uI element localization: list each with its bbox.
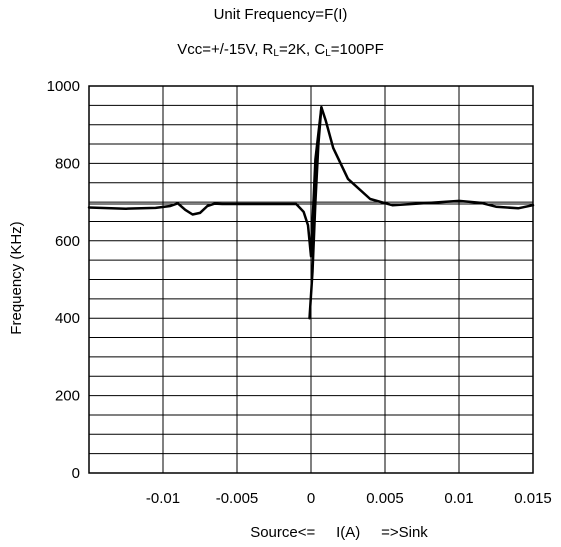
- subtitle-part: Vcc=+/-15V, R: [177, 41, 274, 58]
- subtitle-subscript: L: [273, 48, 279, 59]
- y-tick-labels: 0 200 400 600 800 1000: [47, 78, 80, 482]
- x-tick-label: 0.01: [444, 490, 473, 507]
- x-tick-label: -0.01: [146, 490, 180, 507]
- series-group: [87, 106, 535, 320]
- subtitle-subscript: L: [325, 48, 331, 59]
- x-tick-label: 0.005: [366, 490, 404, 507]
- y-tick-label: 1000: [47, 78, 80, 95]
- chart-title: Unit Frequency=F(I): [213, 6, 348, 23]
- x-axis-label: Source<= I(A) =>Sink: [250, 524, 428, 541]
- y-tick-label: 200: [55, 388, 80, 405]
- series-line: [87, 106, 535, 258]
- x-tick-labels: -0.01 -0.005 0 0.005 0.01 0.015: [146, 490, 552, 507]
- y-tick-label: 400: [55, 310, 80, 327]
- plot-frame: [88, 85, 534, 474]
- x-tick-label: -0.005: [216, 490, 259, 507]
- y-tick-label: 0: [72, 465, 80, 482]
- y-tick-label: 600: [55, 233, 80, 250]
- subtitle-part: =2K, C: [278, 41, 326, 58]
- chart-subtitle: Vcc=+/-15V, RL=2K, CL=100PF: [0, 41, 561, 59]
- series-line: [308, 106, 323, 320]
- y-tick-label: 800: [55, 155, 80, 172]
- x-tick-label: 0.015: [514, 490, 552, 507]
- y-axis-label: Frequency (KHz): [8, 221, 25, 334]
- x-tick-label: 0: [307, 490, 315, 507]
- subtitle-part: =100PF: [330, 41, 384, 58]
